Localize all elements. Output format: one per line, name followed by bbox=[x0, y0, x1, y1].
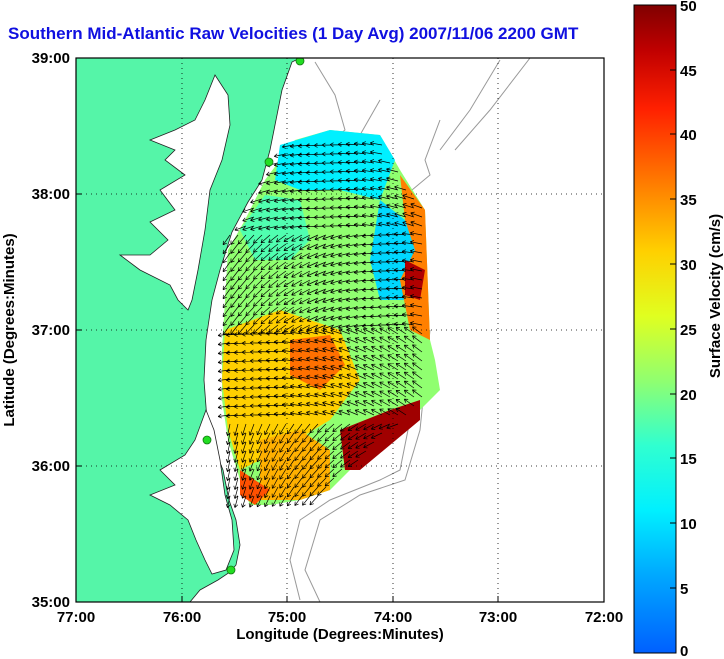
colorbar-tick-label: 45 bbox=[680, 63, 697, 80]
arrow-glyphs bbox=[217, 141, 423, 508]
y-tick-label: 39:00 bbox=[32, 50, 70, 67]
y-tick-label: 36:00 bbox=[32, 458, 70, 475]
map-title: Southern Mid-Atlantic Raw Velocities (1 … bbox=[8, 24, 579, 43]
radar-stations bbox=[202, 58, 305, 575]
colorbar-tick-label: 40 bbox=[680, 127, 697, 144]
colorbar-tick-label: 50 bbox=[680, 0, 697, 15]
x-tick-label: 72:00 bbox=[585, 609, 623, 626]
velocity-arrows bbox=[217, 141, 423, 508]
colorbar-tick-label: 0 bbox=[680, 643, 688, 659]
colorbar-tick-label: 20 bbox=[680, 387, 697, 404]
grid-lines bbox=[76, 58, 604, 602]
x-tick-label: 77:00 bbox=[57, 609, 95, 626]
y-tick-label: 37:00 bbox=[32, 322, 70, 339]
colorbar bbox=[633, 4, 677, 654]
y-tick-label: 35:00 bbox=[32, 594, 70, 611]
x-tick-label: 76:00 bbox=[163, 609, 201, 626]
colorbar-tick-label: 15 bbox=[680, 451, 697, 468]
station-marker bbox=[295, 58, 305, 66]
bay-water bbox=[118, 74, 231, 311]
sound-water bbox=[149, 408, 235, 575]
x-tick-label: 73:00 bbox=[479, 609, 517, 626]
velocity-field bbox=[217, 130, 440, 508]
colorbar-tick-label: 25 bbox=[680, 322, 697, 339]
y-axis-label: Latitude (Degrees:Minutes) bbox=[1, 233, 18, 426]
station-marker bbox=[202, 435, 212, 445]
colorbar-tick-label: 5 bbox=[680, 581, 688, 598]
x-tick-label: 75:00 bbox=[268, 609, 306, 626]
station-marker bbox=[226, 565, 236, 575]
colorbar-tick-label: 30 bbox=[680, 257, 697, 274]
colorbar-label: Surface Velocity (cm/s) bbox=[707, 214, 724, 378]
y-tick-label: 38:00 bbox=[32, 186, 70, 203]
colorbar-tick-label: 35 bbox=[680, 192, 697, 209]
x-tick-label: 74:00 bbox=[374, 609, 412, 626]
station-marker bbox=[264, 157, 274, 167]
colorbar-tick-label: 10 bbox=[680, 516, 697, 533]
x-axis-label: Longitude (Degrees:Minutes) bbox=[236, 626, 444, 643]
